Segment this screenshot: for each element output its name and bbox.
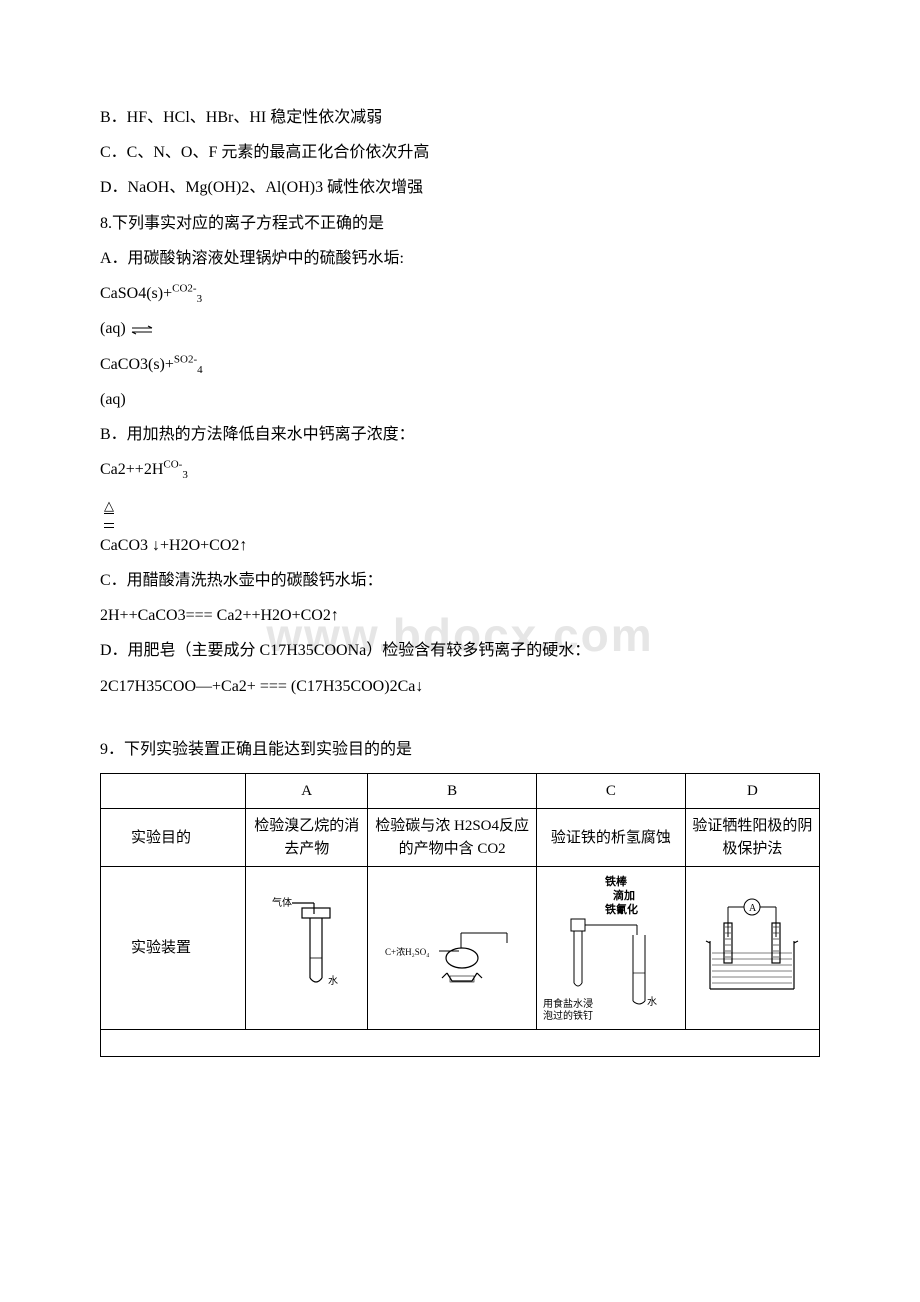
apparatus-b-icon: C+浓H₂SO₄ [377, 903, 527, 993]
apparatus-c-icon: 铁棒 滴加 铁氰化 水 用食盐水浸 泡过的铁钉 [541, 873, 681, 1023]
header-c: C [536, 773, 685, 809]
q8b-eq-line2: CaCO3 ↓+H2O+CO2↑ [100, 528, 820, 563]
purpose-c: 验证铁的析氢腐蚀 [536, 809, 685, 867]
experiment-table: A B C D 实验目的 检验溴乙烷的消去产物 检验碳与浓 H2SO4反应的产物… [100, 773, 820, 1058]
svg-text:C+浓H₂SO₄: C+浓H₂SO₄ [385, 947, 429, 957]
table-device-row: 实验装置 气体 水 C+浓H₂SO₄ [101, 867, 820, 1030]
co3-ion: CO2-3 [172, 285, 202, 302]
q8-option-b: B．用加热的方法降低自来水中钙离子浓度： [100, 417, 820, 452]
device-c: 铁棒 滴加 铁氰化 水 用食盐水浸 泡过的铁钉 [536, 867, 685, 1030]
q8-option-d: D．用肥皂（主要成分 C17H35COONa）检验含有较多钙离子的硬水： [100, 633, 820, 668]
svg-text:A: A [749, 903, 757, 914]
svg-text:用食盐水浸: 用食盐水浸 [543, 997, 593, 1010]
svg-text:泡过的铁钉: 泡过的铁钉 [543, 1009, 593, 1022]
q8a-eq2-text: CaCO3(s)+ [100, 356, 174, 373]
purpose-b: 检验碳与浓 H2SO4反应的产物中含 CO2 [368, 809, 536, 867]
purpose-a: 检验溴乙烷的消去产物 [246, 809, 368, 867]
option-c: C．C、N、O、F 元素的最高正化合价依次升高 [100, 135, 820, 170]
table-purpose-row: 实验目的 检验溴乙烷的消去产物 检验碳与浓 H2SO4反应的产物中含 CO2 验… [101, 809, 820, 867]
question-8: 8.下列事实对应的离子方程式不正确的是 [100, 206, 820, 241]
apparatus-a-icon: 气体 水 [252, 888, 362, 1008]
equilibrium-arrow-icon [130, 325, 152, 335]
empty-cell [101, 1030, 820, 1057]
purpose-label: 实验目的 [101, 809, 246, 867]
device-label: 实验装置 [101, 867, 246, 1030]
q8a-eq-line1: CaSO4(s)+CO2-3 [100, 276, 820, 311]
so4-ion: SO2-4 [174, 356, 203, 373]
q8-option-a: A．用碳酸钠溶液处理锅炉中的硫酸钙水垢: [100, 241, 820, 276]
device-d: A [685, 867, 819, 1030]
device-a: 气体 水 [246, 867, 368, 1030]
question-9: 9．下列实验装置正确且能达到实验目的的是 [100, 732, 820, 767]
header-b: B [368, 773, 536, 809]
purpose-d: 验证牺牲阳极的阴极保护法 [685, 809, 819, 867]
hco3-ion: CO-3 [163, 461, 187, 478]
q8a-aq2: (aq) [100, 382, 820, 417]
svg-text:气体: 气体 [272, 896, 292, 909]
svg-text:滴加: 滴加 [613, 888, 635, 902]
svg-text:铁棒: 铁棒 [605, 874, 628, 888]
q8-option-c: C．用醋酸清洗热水壶中的碳酸钙水垢： [100, 563, 820, 598]
svg-text:水: 水 [647, 996, 657, 1008]
table-empty-row [101, 1030, 820, 1057]
delta-over-equals-icon: △ [104, 488, 114, 528]
apparatus-d-icon: A [692, 893, 812, 1003]
device-b: C+浓H₂SO₄ [368, 867, 536, 1030]
svg-text:铁氰化: 铁氰化 [605, 902, 638, 916]
q8a-aq1: (aq) [100, 311, 820, 346]
option-b: B．HF、HCl、HBr、HI 稳定性依次减弱 [100, 100, 820, 135]
q8c-eq: 2H++CaCO3=== Ca2++H2O+CO2↑ [100, 598, 820, 633]
q8a-eq-line2: CaCO3(s)+SO2-4 [100, 347, 820, 382]
header-d: D [685, 773, 819, 809]
q8a-eq1-text: CaSO4(s)+ [100, 285, 172, 302]
option-d: D．NaOH、Mg(OH)2、Al(OH)3 碱性依次增强 [100, 170, 820, 205]
svg-text:水: 水 [328, 975, 338, 987]
q8d-eq: 2C17H35COO—+Ca2+ === (C17H35COO)2Ca↓ [100, 669, 820, 704]
q8b-eq-line1: Ca2++2HCO-3 [100, 452, 820, 487]
q8b-delta: △ [100, 488, 820, 528]
q8b-eq1-text: Ca2++2H [100, 461, 163, 478]
header-a: A [246, 773, 368, 809]
aq-label: (aq) [100, 320, 126, 337]
header-blank [101, 773, 246, 809]
table-header-row: A B C D [101, 773, 820, 809]
